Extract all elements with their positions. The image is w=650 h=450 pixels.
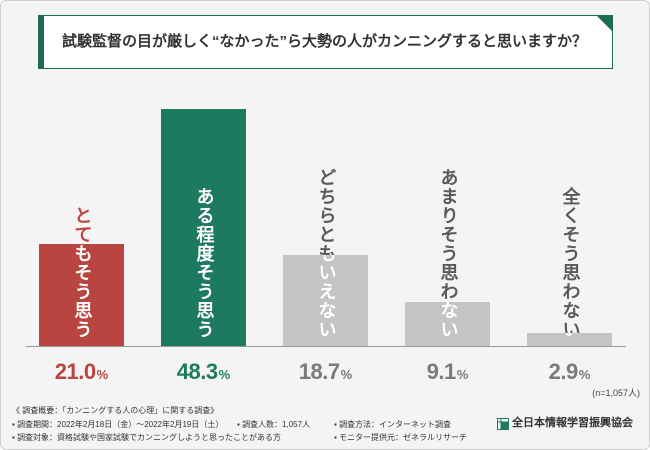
value-number: 9.1: [426, 359, 457, 384]
chart-baseline: [26, 346, 626, 347]
sample-size-note: (n=1,057人): [592, 388, 640, 398]
value-unit: %: [340, 367, 353, 382]
chart-title: 試験監督の目が厳しく“なかった”ら大勢の人がカンニングすると思いますか？: [62, 33, 588, 50]
value-label: 21.0%: [29, 358, 134, 389]
category-label-on-bar: とてもそう思う: [71, 243, 93, 339]
category-label: 全くそう思わない: [559, 187, 581, 339]
value-number: 21.0: [54, 359, 96, 384]
value-unit: %: [218, 367, 231, 382]
value-unit: %: [578, 367, 591, 382]
bar: ある程度そう思う: [161, 108, 246, 347]
value-label: 9.1%: [395, 358, 500, 389]
survey-respondents: 調査人数：1,057人: [237, 419, 310, 430]
title-accent-bar: [39, 16, 44, 68]
bar: あまりそう思わない: [405, 302, 490, 347]
category-label-on-bar: どちらともいえない: [316, 255, 337, 339]
bar: どちらともいえない: [283, 254, 368, 347]
title-box: 試験監督の目が厳しく“なかった”ら大勢の人がカンニングすると思いますか？: [38, 15, 613, 69]
category-label-on-bar: 全くそう思わない: [560, 333, 581, 339]
association-logo-icon: [497, 417, 509, 430]
survey-method: 調査方法：インターネット調査: [334, 419, 451, 430]
survey-target: 調査対象：資格試験や国家試験でカンニングしようと思ったことがある方: [12, 432, 281, 443]
category-label-on-bar: ある程度そう思う: [193, 186, 215, 339]
value-number: 18.7: [298, 359, 340, 384]
value-unit: %: [96, 367, 109, 382]
value-label: 18.7%: [273, 358, 378, 389]
category-label: あまりそう思わない: [437, 168, 459, 339]
association-name: 全日本情報学習振興協会: [512, 417, 633, 429]
value-unit: %: [456, 367, 469, 382]
survey-heading: 《 調査概要：「カンニングする人の心理」に関する調査》: [12, 406, 219, 415]
survey-period: 調査期間：2022年2月18日（金）〜2022年2月19日（土）: [12, 419, 223, 430]
value-label: 48.3%: [151, 358, 256, 389]
category-label-on-bar: あまりそう思わない: [438, 302, 459, 339]
value-number: 48.3: [176, 359, 218, 384]
bar: とてもそう思う: [39, 243, 124, 347]
value-number: 2.9: [548, 359, 579, 384]
bar: 全くそう思わない: [527, 332, 612, 347]
survey-panel-provider: モニター提供元：ゼネラルリサーチ: [334, 432, 467, 443]
value-label: 2.9%: [517, 358, 622, 389]
